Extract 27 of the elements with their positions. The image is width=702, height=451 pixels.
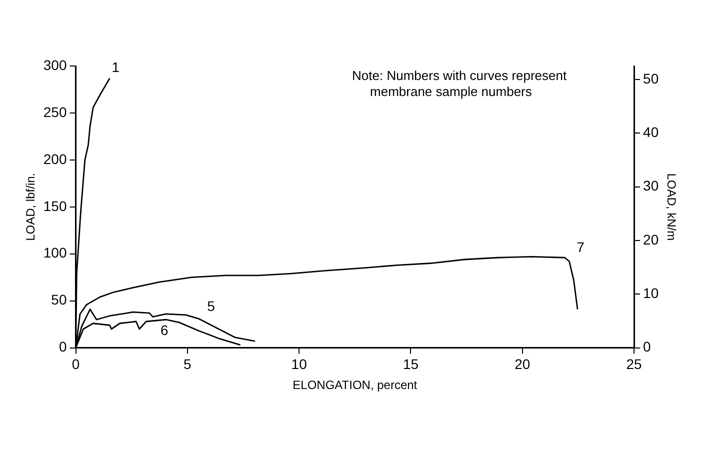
annotation: Note: Numbers with curves represent membrane sample numbers [352,68,567,100]
x-tick-label: 10 [291,356,308,372]
y-tick-label: 100 [43,244,67,261]
y-tick-label: 200 [43,150,67,167]
y-tick-label: 300 [43,56,67,73]
series-label: 1 [112,59,120,76]
y2-tick-label: 50 [643,70,659,86]
y2-tick-label: 40 [643,124,659,140]
x-axis-title: ELONGATION, percent [292,378,418,392]
y2-tick-label: 20 [643,231,659,248]
y2-tick-label: 30 [643,178,659,194]
y-tick-label: 250 [43,104,67,120]
y-tick-label: 0 [58,338,67,355]
x-tick-label: 5 [184,356,192,372]
series-label: 7 [576,239,585,256]
series-label: 5 [207,298,216,314]
x-tick-label: 20 [514,356,530,372]
x-tick-label: 0 [72,356,80,372]
y2-tick-label: 10 [643,284,659,301]
y2-tick-label: 0 [643,338,652,355]
y-axis-title: LOAD, lbf/in. [24,172,38,241]
y-tick-label: 150 [43,198,67,214]
x-tick-label: 15 [402,356,419,372]
x-tick-label: 25 [626,356,642,372]
y2-axis-title: LOAD, kN/m [664,173,678,241]
y-tick-label: 50 [51,292,67,308]
series-label: 6 [160,322,168,338]
